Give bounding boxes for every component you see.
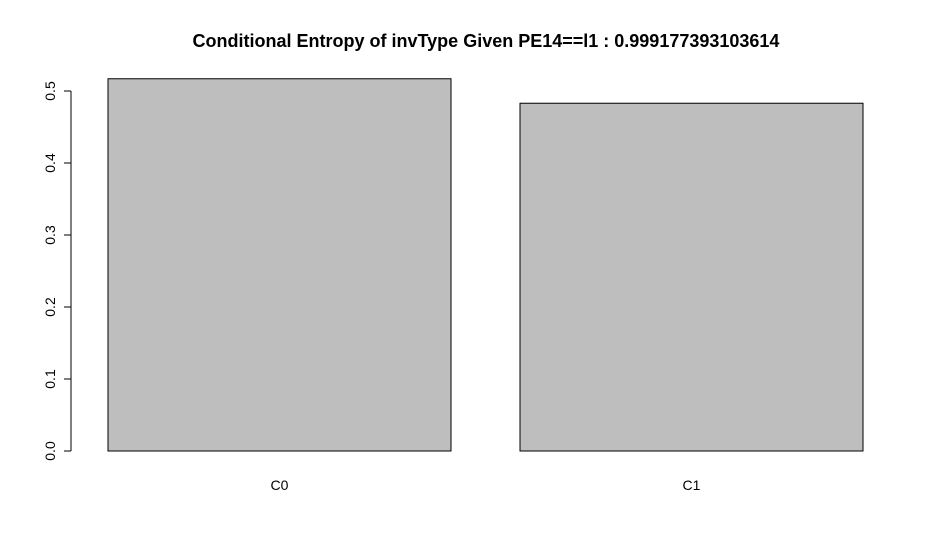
y-tick-label: 0.3 — [42, 225, 58, 245]
y-tick-label: 0.0 — [42, 441, 58, 461]
x-tick-label-c1: C1 — [683, 477, 701, 493]
y-tick-label: 0.2 — [42, 297, 58, 317]
bar-c0 — [107, 78, 452, 452]
x-axis-labels: C0 C1 — [271, 477, 701, 493]
y-tick-label: 0.1 — [42, 369, 58, 389]
chart-title: Conditional Entropy of invType Given PE1… — [193, 31, 780, 51]
bar-c1 — [519, 102, 864, 452]
x-tick-label-c0: C0 — [271, 477, 289, 493]
y-tick-label: 0.5 — [42, 81, 58, 101]
bars-group — [107, 78, 864, 452]
y-axis: 0.0 0.1 0.2 0.3 0.4 0.5 — [42, 81, 72, 461]
y-tick-label: 0.4 — [42, 153, 58, 173]
